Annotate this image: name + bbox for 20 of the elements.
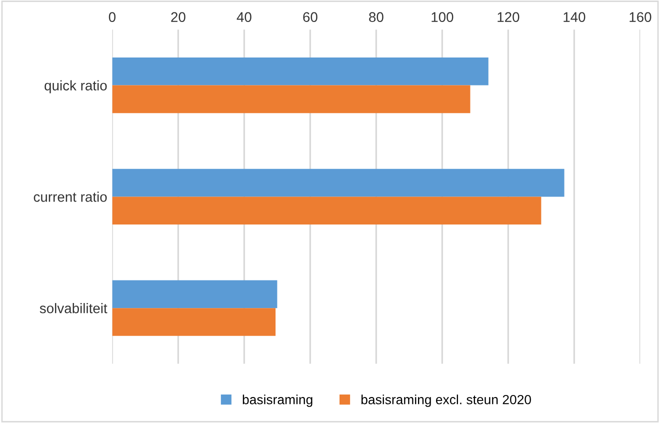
legend-label: basisraming [242, 394, 312, 407]
x-tick-label: 120 [498, 12, 520, 22]
x-tick-label: 60 [303, 12, 318, 22]
x-tick-label: 140 [564, 12, 586, 22]
x-tick-label: 20 [171, 12, 186, 22]
bar [112, 57, 488, 86]
legend-label: basisraming excl. steun 2020 [361, 394, 532, 407]
x-tick-label: 160 [630, 12, 652, 22]
y-tick-label: solvabiliteit [40, 303, 108, 314]
bar [112, 280, 278, 308]
x-tick-label: 0 [108, 12, 116, 22]
bar [112, 85, 470, 114]
x-tick-label: 80 [369, 12, 384, 22]
x-tick-label: 40 [236, 12, 252, 22]
x-tick-label: 100 [432, 12, 454, 22]
bar [112, 168, 564, 197]
bar [112, 308, 276, 336]
y-tick-label: quick ratio [44, 80, 107, 94]
y-tick-label: current ratio [34, 192, 107, 202]
bar [112, 196, 542, 225]
